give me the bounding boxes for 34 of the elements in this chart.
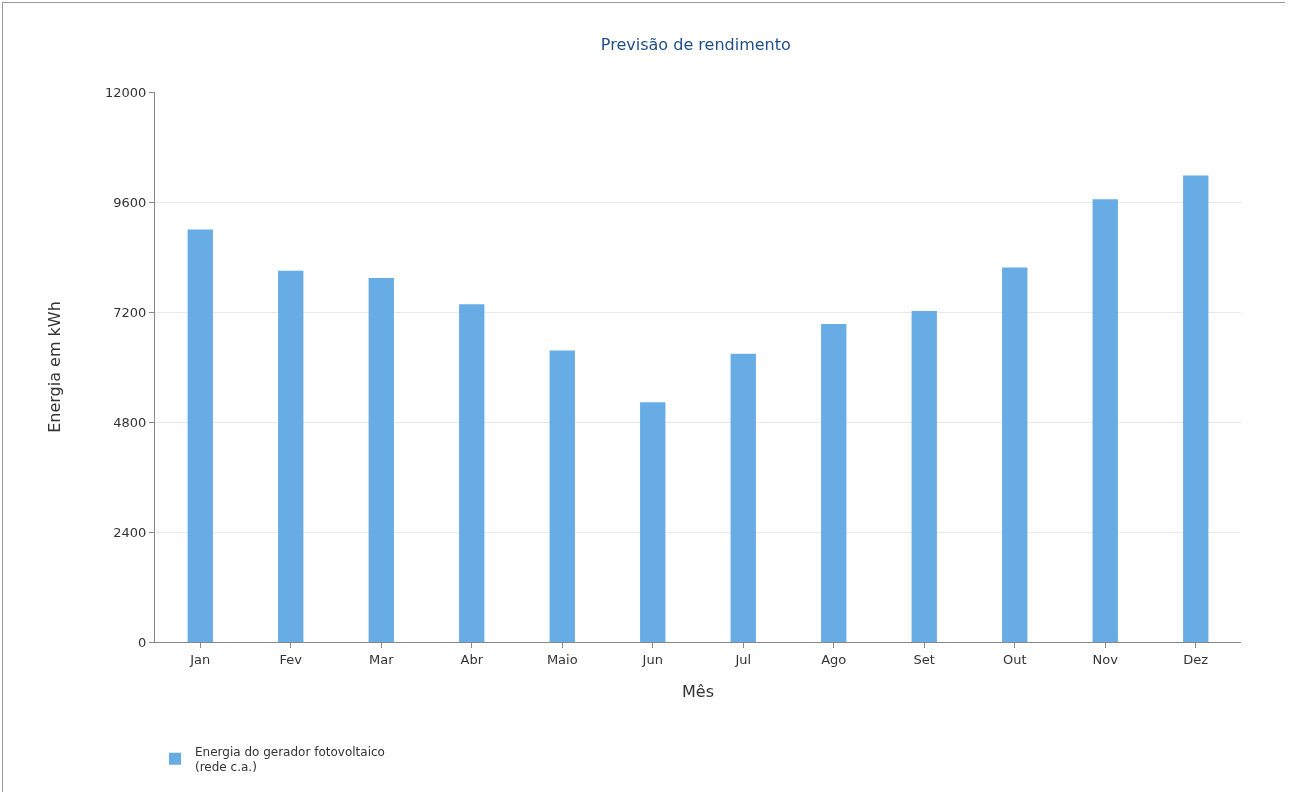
y-axis-title: Energia em kWh: [44, 301, 64, 433]
x-tick-label: Dez: [1183, 651, 1209, 667]
x-tick-label: Fev: [279, 651, 303, 667]
x-tick-label: Ago: [821, 651, 847, 667]
x-tick-label: Jul: [734, 651, 752, 667]
bar: [821, 323, 847, 642]
bar: [1183, 175, 1209, 642]
bar: [187, 229, 213, 642]
bar: [911, 311, 937, 642]
bar: [730, 353, 756, 642]
x-tick-label: Mar: [368, 651, 395, 667]
y-tick-label: 0: [138, 634, 147, 650]
x-tick-label: Jun: [641, 651, 663, 667]
legend-label: Energia do gerador fotovoltaico (rede c.a.): [195, 744, 385, 775]
y-tick-label: 12000: [105, 84, 147, 100]
x-tick-label: Jan: [189, 651, 211, 667]
x-tick-label: Out: [1002, 651, 1027, 667]
x-tick-label: Maio: [546, 651, 578, 667]
y-tick-label: 4800: [113, 414, 147, 430]
x-tick-label: Set: [913, 651, 935, 667]
chart-title: Previsão de rendimento: [600, 34, 791, 54]
y-tick-label: 9600: [113, 194, 147, 210]
bar: [459, 304, 485, 642]
bar: [549, 350, 575, 642]
x-axis-title: Mês: [682, 682, 714, 702]
x-tick-label: Abr: [460, 651, 484, 667]
bar: [368, 278, 394, 642]
bar: [278, 270, 304, 642]
y-tick-label: 2400: [113, 524, 147, 540]
y-tick-label: 7200: [113, 304, 147, 320]
bar: [1002, 267, 1028, 642]
x-tick-label: Nov: [1092, 651, 1119, 667]
bar: [1092, 199, 1118, 642]
bar: [640, 402, 666, 642]
